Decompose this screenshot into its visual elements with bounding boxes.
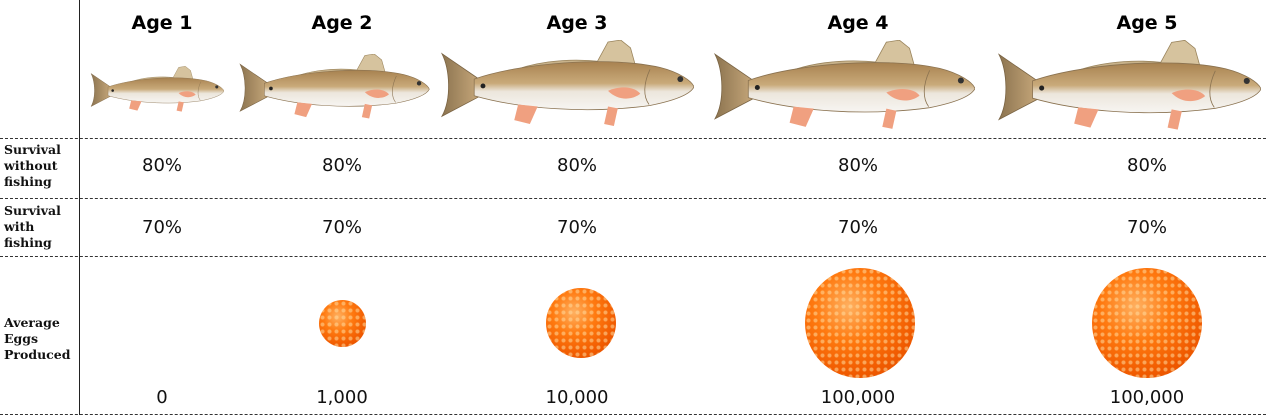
row-divider [0,256,1266,257]
survival-with-age-1: 70% [141,217,183,238]
eggs-age-3: 10,000 [545,387,609,408]
survival-with-age-5: 70% [1126,217,1168,238]
column-divider [79,0,80,415]
row-label-survival-without-fishing: Survival without fishing [4,142,61,189]
fish-age-5 [997,40,1261,132]
age-header-4: Age 4 [827,12,889,34]
fish-age-4 [713,40,975,131]
fish-age-3 [440,40,694,128]
egg-cluster-age-5 [1092,268,1202,378]
egg-cluster-age-2 [319,300,366,347]
row-divider [0,198,1266,199]
survival-with-age-2: 70% [321,217,363,238]
age-header-5: Age 5 [1116,12,1178,34]
age-header-2: Age 2 [311,12,373,34]
survival-without-age-2: 80% [321,155,363,176]
row-label-survival-with-fishing: Survival with fishing [4,203,61,250]
row-divider [0,138,1266,139]
row-label-average-eggs: Average Eggs Produced [4,315,71,362]
survival-without-age-3: 80% [556,155,598,176]
eggs-age-1: 0 [156,387,168,408]
survival-with-age-4: 70% [837,217,879,238]
age-header-1: Age 1 [131,12,193,34]
fish-age-1 [90,66,224,113]
egg-cluster-age-3 [546,288,616,358]
eggs-age-4: 100,000 [820,387,896,408]
survival-with-age-3: 70% [556,217,598,238]
eggs-age-5: 100,000 [1109,387,1185,408]
survival-without-age-4: 80% [837,155,879,176]
row-divider [0,414,1266,415]
survival-without-age-5: 80% [1126,155,1168,176]
age-header-3: Age 3 [546,12,608,34]
fish-age-2 [238,54,430,120]
eggs-age-2: 1,000 [316,387,368,408]
egg-cluster-age-4 [805,268,915,378]
survival-without-age-1: 80% [141,155,183,176]
